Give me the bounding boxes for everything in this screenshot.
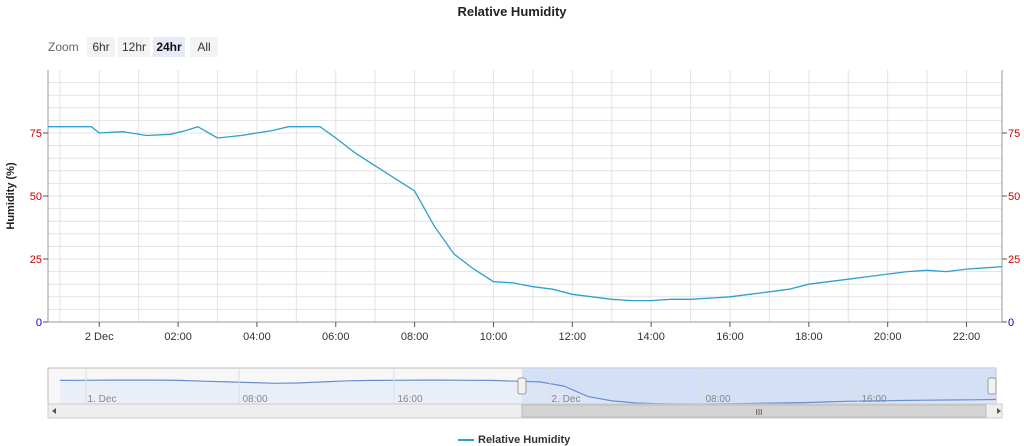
x-tick-label: 06:00 — [322, 331, 350, 343]
navigator-right-handle — [987, 377, 997, 395]
navigator-label: 16:00 — [861, 394, 886, 405]
navigator-left-handle — [517, 377, 527, 395]
y-tick-label-left: 0 — [36, 317, 42, 329]
navigator-series-line — [59, 379, 997, 405]
x-tick-label: 12:00 — [559, 331, 587, 343]
navigator-label: 1. Dec — [88, 394, 117, 405]
zoom-24hr-button[interactable]: 24hr — [153, 37, 185, 57]
navigator-area — [60, 380, 996, 404]
y-tick-label-right: 25 — [1008, 254, 1020, 266]
legend-line-icon — [458, 439, 474, 442]
x-tick-label: 22:00 — [953, 331, 981, 343]
x-tick-label: 04:00 — [243, 331, 271, 343]
y-tick-label-right: 50 — [1008, 191, 1020, 203]
scroll-right-arrow-icon — [997, 408, 1001, 414]
legend-label: Relative Humidity — [478, 434, 571, 446]
navigator-label: 16:00 — [397, 394, 422, 405]
y-tick-label-left: 75 — [30, 128, 42, 140]
scroll-left-arrow-icon — [52, 408, 56, 414]
x-tick-label: 20:00 — [874, 331, 902, 343]
x-tick-label: 02:00 — [164, 331, 192, 343]
x-tick-label: 2 Dec — [85, 331, 114, 343]
navigator-label: 2. Dec — [552, 394, 581, 405]
y-axis-title: Humidity (%) — [5, 162, 17, 230]
y-tick-label-right: 75 — [1008, 128, 1020, 140]
y-tick-label-right: 0 — [1008, 317, 1014, 329]
x-tick-label: 14:00 — [637, 331, 665, 343]
zoom-12hr-button[interactable]: 12hr — [118, 37, 150, 57]
zoom-6hr-button[interactable]: 6hr — [87, 37, 115, 57]
navigator-label: 08:00 — [242, 394, 267, 405]
navigator-label: 08:00 — [705, 394, 730, 405]
legend-item[interactable]: Relative Humidity — [458, 434, 570, 446]
zoom-all-button[interactable]: All — [190, 37, 218, 57]
chart-title: Relative Humidity — [457, 4, 567, 19]
y-tick-label-left: 50 — [30, 191, 42, 203]
x-tick-label: 16:00 — [716, 331, 744, 343]
zoom-label: Zoom — [48, 40, 79, 54]
x-tick-label: 08:00 — [401, 331, 429, 343]
x-tick-label: 10:00 — [480, 331, 508, 343]
x-tick-label: 18:00 — [795, 331, 823, 343]
scrollbar-thumb — [521, 404, 987, 418]
scrollbar-grip: III — [756, 408, 763, 417]
series-line-relative-humidity — [48, 125, 1003, 302]
y-tick-label-left: 25 — [30, 254, 42, 266]
navigator-selection — [522, 368, 996, 404]
